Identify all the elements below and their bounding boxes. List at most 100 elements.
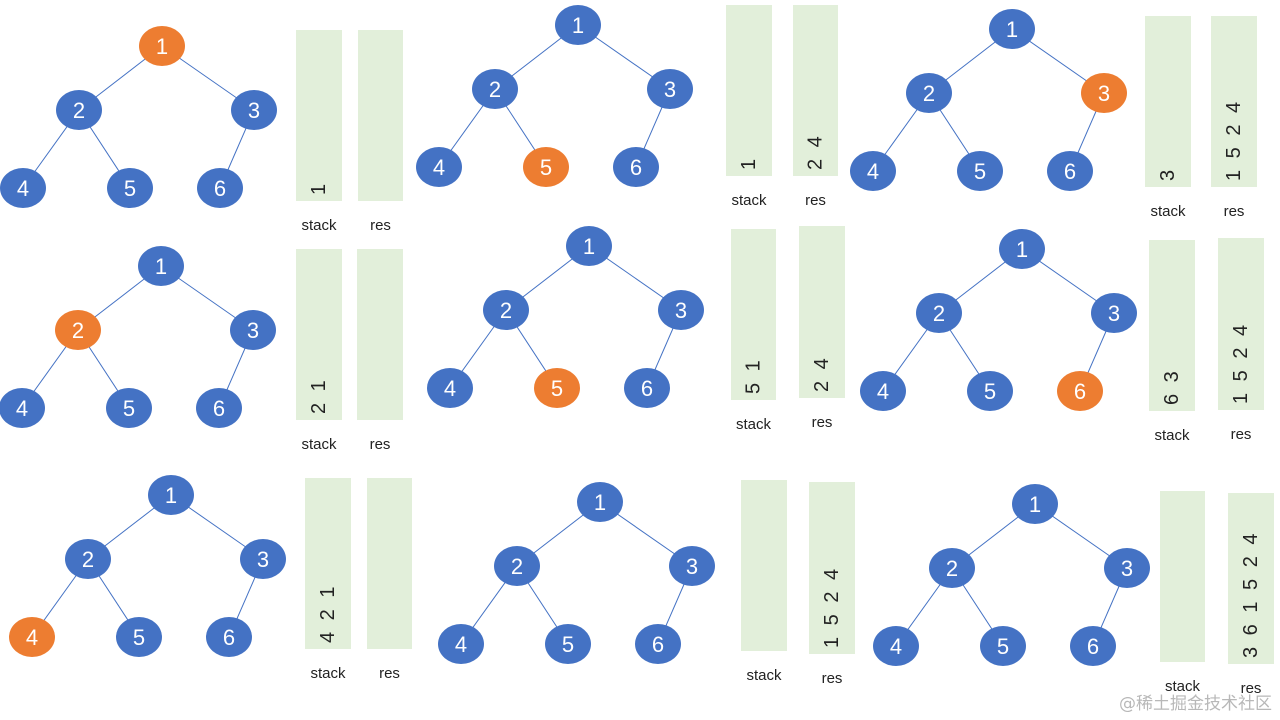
res-contents: 1 5 2 4: [821, 566, 843, 648]
stack-label: stack: [301, 217, 337, 234]
tree-node-label: 1: [156, 34, 168, 59]
tree-node-label: 3: [247, 318, 259, 343]
stack-label: stack: [301, 436, 337, 453]
stack-bar: [731, 229, 776, 400]
tree-node-5: [523, 147, 569, 187]
tree-node-label: 4: [867, 159, 879, 184]
stack-bar: [741, 480, 787, 651]
tree-node-2: [65, 539, 111, 579]
res-label: res: [1224, 203, 1245, 220]
tree-node-label: 5: [997, 634, 1009, 659]
tree-node-5: [107, 168, 153, 208]
stack-bar: [1149, 240, 1195, 411]
res-bar: [1228, 493, 1274, 664]
tree-node-5: [106, 388, 152, 428]
tree-node-label: 5: [974, 159, 986, 184]
step-panel-7: 1 2 3 4 5 6 3 stack 1 5 2 4 res: [850, 9, 1257, 220]
tree-node-label: 2: [511, 554, 523, 579]
tree-node-1: [139, 26, 185, 66]
tree-node-5: [980, 626, 1026, 666]
res-contents: 1 5 2 4: [1230, 322, 1252, 404]
tree-node-label: 6: [641, 376, 653, 401]
tree-node-label: 1: [1016, 237, 1028, 262]
stack-bar: [726, 5, 772, 176]
stack-label: stack: [1154, 427, 1190, 444]
tree-node-label: 3: [248, 98, 260, 123]
res-bar: [358, 30, 403, 201]
tree-node-label: 6: [214, 176, 226, 201]
tree-node-label: 4: [444, 376, 456, 401]
tree-node-label: 3: [686, 554, 698, 579]
tree-node-2: [56, 90, 102, 130]
stack-bar: [296, 249, 342, 420]
watermark: @稀土掘金技术社区: [1119, 694, 1272, 714]
tree-node-1: [1012, 484, 1058, 524]
stack-label: stack: [1150, 203, 1186, 220]
tree-node-2: [906, 73, 952, 113]
tree-node-2: [494, 546, 540, 586]
stack-label: stack: [1165, 678, 1201, 695]
tree-node-1: [577, 482, 623, 522]
tree-node-label: 4: [16, 396, 28, 421]
tree-node-label: 1: [1029, 492, 1041, 517]
res-bar: [367, 478, 412, 649]
res-bar: [793, 5, 838, 176]
tree-node-label: 4: [455, 632, 467, 657]
tree-node-label: 1: [583, 234, 595, 259]
step-panel-1: 1 2 3 4 5 6 1 stack res: [0, 26, 403, 234]
tree-node-2: [483, 290, 529, 330]
tree-node-2: [55, 310, 101, 350]
res-bar: [357, 249, 403, 420]
tree-node-label: 4: [890, 634, 902, 659]
tree-node-label: 6: [652, 632, 664, 657]
tree-node-1: [138, 246, 184, 286]
res-contents: 2 4: [811, 355, 833, 392]
tree-node-3: [230, 310, 276, 350]
stack-label: stack: [310, 665, 346, 682]
step-panel-2: 1 2 3 4 5 6 2 1 stack res: [0, 246, 403, 453]
res-label: res: [379, 665, 400, 682]
tree-node-label: 3: [1121, 556, 1133, 581]
tree-node-label: 6: [1064, 159, 1076, 184]
tree-node-4: [427, 368, 473, 408]
tree-node-5: [957, 151, 1003, 191]
tree-node-4: [0, 388, 45, 428]
tree-node-5: [116, 617, 162, 657]
tree-node-label: 3: [1108, 301, 1120, 326]
tree-node-label: 5: [124, 176, 136, 201]
tree-node-label: 5: [540, 155, 552, 180]
tree-node-label: 2: [489, 77, 501, 102]
stack-contents: 5 1: [743, 357, 765, 394]
tree-node-2: [472, 69, 518, 109]
step-panel-6: 1 2 3 4 5 6 stack 1 5 2 4 res: [438, 480, 855, 687]
tree-node-label: 1: [155, 254, 167, 279]
tree-node-label: 1: [1006, 17, 1018, 42]
stack-bar: [305, 478, 351, 649]
tree-node-5: [545, 624, 591, 664]
stack-label: stack: [746, 667, 782, 684]
tree-node-4: [860, 371, 906, 411]
tree-node-label: 5: [562, 632, 574, 657]
tree-node-1: [148, 475, 194, 515]
tree-node-3: [240, 539, 286, 579]
res-label: res: [805, 192, 826, 209]
tree-node-1: [999, 229, 1045, 269]
stack-label: stack: [736, 416, 772, 433]
tree-node-4: [416, 147, 462, 187]
tree-node-label: 5: [133, 625, 145, 650]
res-label: res: [370, 217, 391, 234]
tree-node-label: 2: [923, 81, 935, 106]
tree-node-1: [566, 226, 612, 266]
tree-node-label: 2: [82, 547, 94, 572]
tree-node-3: [231, 90, 277, 130]
stack-label: stack: [731, 192, 767, 209]
tree-node-label: 2: [73, 98, 85, 123]
tree-node-label: 6: [1074, 379, 1086, 404]
tree-node-5: [534, 368, 580, 408]
tree-node-label: 6: [213, 396, 225, 421]
tree-node-3: [1091, 293, 1137, 333]
tree-node-3: [647, 69, 693, 109]
tree-node-label: 1: [594, 490, 606, 515]
tree-node-4: [873, 626, 919, 666]
